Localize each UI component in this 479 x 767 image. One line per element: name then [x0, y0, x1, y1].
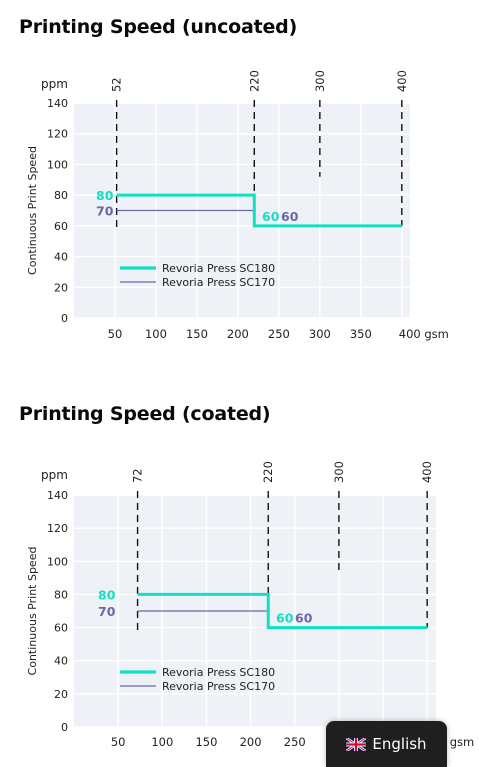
y-tick-label: 40	[54, 655, 68, 668]
y-tick-label: 120	[47, 128, 68, 141]
y-tick-label: 120	[47, 522, 68, 535]
legend-label-sc180: Revoria Press SC180	[162, 262, 275, 275]
y-tick-label: 20	[54, 281, 68, 294]
y-axis-label: Continuous Print Speed	[26, 547, 39, 676]
y-tick-label: 80	[54, 588, 68, 601]
y-tick-label: 60	[54, 220, 68, 233]
y-tick-label: 40	[54, 251, 68, 264]
value-label-sc170-start: 70	[98, 604, 116, 619]
series-line-sc180	[137, 592, 428, 630]
x-tick-label: 250	[284, 735, 306, 749]
y-tick-label: 80	[54, 189, 68, 202]
x-tick-label: 100	[145, 327, 167, 341]
gsm-marker-label: 72	[131, 468, 145, 483]
series-line-sc180	[116, 193, 402, 228]
legend-label-sc170: Revoria Press SC170	[162, 680, 275, 693]
value-label-sc170-end: 60	[281, 209, 299, 224]
uk-flag-icon	[346, 737, 367, 751]
value-label-sc180-end: 60	[276, 611, 294, 626]
x-tick-label: 150	[195, 735, 217, 749]
y-tick-label: 140	[47, 489, 68, 502]
x-tick-label: 150	[186, 327, 208, 341]
x-tick-label: 200	[240, 735, 262, 749]
legend-label-sc180: Revoria Press SC180	[162, 666, 275, 679]
language-selector-button[interactable]: English	[326, 721, 447, 767]
legend-label-sc170: Revoria Press SC170	[162, 276, 275, 289]
y-unit-label: ppm	[41, 77, 68, 91]
value-label-sc170-end: 60	[295, 611, 313, 626]
y-tick-label: 100	[47, 158, 68, 171]
language-label: English	[372, 735, 427, 753]
section-title-uncoated: Printing Speed (uncoated)	[19, 16, 298, 38]
gsm-marker-label: 400	[420, 461, 434, 483]
gsm-marker-label: 300	[313, 70, 327, 92]
gsm-marker-label: 220	[261, 461, 275, 483]
x-tick-label: 50	[111, 735, 126, 749]
x-tick-label: 400 gsm	[399, 327, 449, 341]
value-label-sc180-start: 80	[98, 587, 116, 602]
section-title-coated: Printing Speed (coated)	[19, 403, 271, 425]
gsm-marker-label: 400	[395, 70, 409, 92]
y-axis-label: Continuous Print Speed	[26, 146, 39, 275]
uncoated-speed-chart: 0 20 40 60 80 100 120 140 ppm 50 100 150 200 250 300 35…	[26, 70, 449, 341]
value-label-sc180-start: 80	[96, 188, 114, 203]
x-tick-label: 350	[350, 327, 372, 341]
x-tick-label: 100	[151, 735, 173, 749]
x-tick-label: 50	[108, 327, 123, 341]
gsm-marker-label: 220	[247, 70, 261, 92]
x-tick-label: 250	[268, 327, 290, 341]
gsm-marker-label: 300	[332, 461, 346, 483]
y-tick-label: 20	[54, 688, 68, 701]
y-tick-label: 0	[61, 721, 68, 734]
x-tick-label: 300	[309, 327, 331, 341]
gsm-marker-label: 52	[110, 77, 124, 92]
value-label-sc170-start: 70	[96, 204, 114, 219]
y-unit-label: ppm	[41, 468, 68, 482]
x-tick-label: 200	[227, 327, 249, 341]
y-tick-label: 60	[54, 622, 68, 635]
value-label-sc180-end: 60	[262, 209, 280, 224]
y-tick-label: 140	[47, 97, 68, 110]
y-tick-label: 100	[47, 555, 68, 568]
y-tick-label: 0	[61, 312, 68, 325]
